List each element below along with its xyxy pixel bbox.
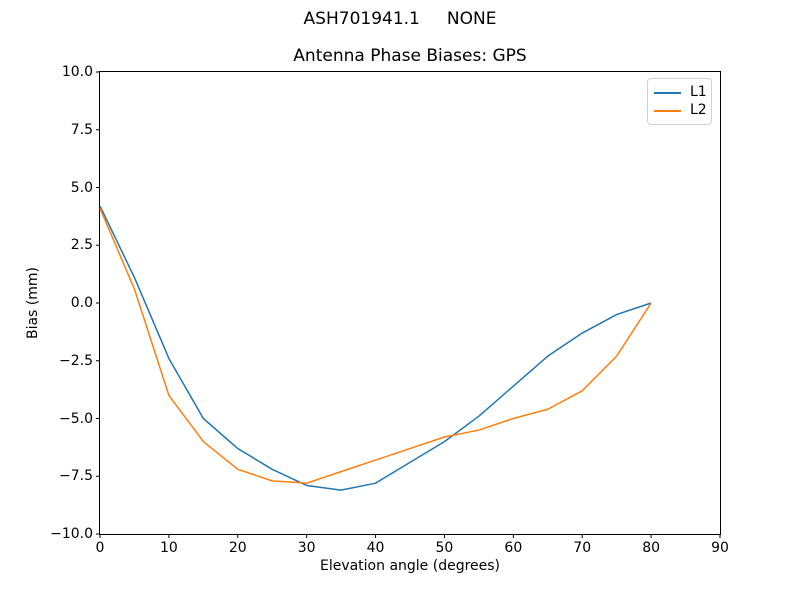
y-tick-label: 0.0	[70, 295, 93, 311]
x-tick-label: 90	[711, 540, 729, 556]
x-tick-label: 80	[642, 540, 661, 556]
x-tick-label: 20	[228, 540, 247, 556]
chart-title: Antenna Phase Biases: GPS	[293, 46, 527, 66]
plot-area	[96, 71, 721, 538]
legend-entry-l2: L2	[654, 102, 707, 118]
x-tick-label: 10	[159, 540, 178, 556]
y-axis-label: Bias (mm)	[25, 266, 41, 340]
line-l1	[99, 205, 652, 491]
line-l2	[99, 207, 652, 484]
y-tick-label: 7.5	[70, 121, 93, 138]
y-tick-label: −5.0	[59, 410, 93, 427]
x-tick-label: 70	[573, 540, 592, 556]
legend-entry-l1: L1	[654, 84, 707, 100]
legend-label: L1	[690, 84, 707, 100]
x-tick-label: 50	[435, 540, 454, 556]
x-tick-label: 30	[297, 540, 316, 556]
y-tick-label: −10.0	[50, 526, 93, 542]
tick-marks	[96, 71, 721, 538]
y-tick-label: 10.0	[61, 64, 93, 80]
y-tick-label: −2.5	[59, 352, 93, 369]
x-tick-label: 60	[504, 540, 523, 556]
y-tick-label: 2.5	[70, 237, 93, 254]
x-tick-label: 0	[95, 540, 105, 556]
figure-suptitle: ASH701941.1 NONE	[303, 9, 497, 29]
legend-label: L2	[690, 102, 707, 118]
x-axis-label: Elevation angle (degrees)	[319, 558, 501, 574]
x-tick-label: 40	[366, 540, 385, 556]
y-tick-label: −7.5	[59, 468, 93, 485]
legend-line-swatch	[654, 91, 681, 94]
legend-line-swatch	[654, 109, 681, 112]
y-tick-label: 5.0	[70, 179, 93, 196]
legend: L1 L2	[647, 78, 712, 125]
plot-svg	[96, 71, 721, 538]
